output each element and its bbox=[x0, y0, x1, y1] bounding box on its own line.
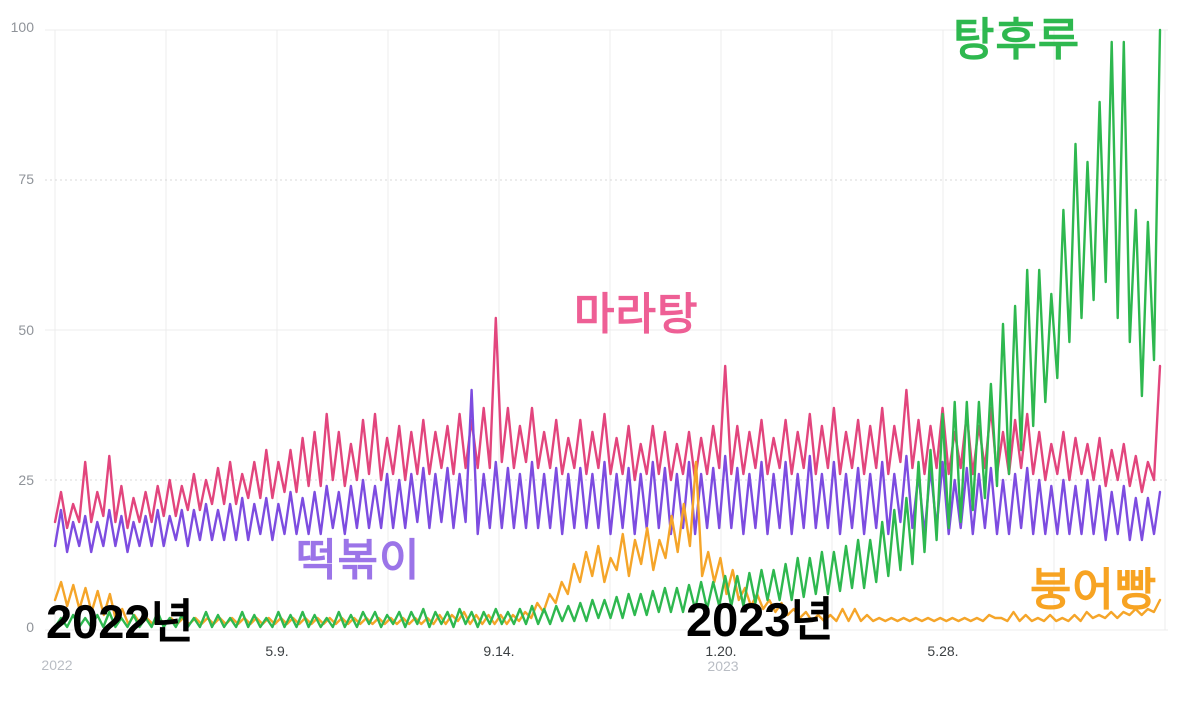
series-label-bungeoppang: 붕어빵 bbox=[1030, 564, 1158, 615]
y-axis-tick-75: 75 bbox=[18, 171, 34, 187]
y-axis-tick-25: 25 bbox=[18, 472, 34, 488]
y-axis-tick-0: 0 bbox=[26, 619, 34, 635]
x-axis-year-2023: 2023 bbox=[707, 658, 739, 674]
x-axis-tick-may28: 5.28. bbox=[927, 643, 959, 659]
series-label-tanghulu: 탕후루 bbox=[953, 14, 1081, 65]
year-overlay-2022: 2022년 bbox=[46, 595, 194, 648]
x-axis-year-2022: 2022 bbox=[41, 657, 73, 673]
x-axis-tick-sep14: 9.14. bbox=[483, 643, 515, 659]
year-overlay-2023: 2023년 bbox=[686, 593, 834, 646]
series-label-tteokbokki: 떡볶이 bbox=[296, 536, 421, 585]
x-axis-tick-jan20: 1.20. bbox=[705, 643, 737, 659]
series-label-malatang: 마라탕 bbox=[574, 290, 699, 339]
y-axis-tick-100: 100 bbox=[10, 19, 34, 35]
x-axis-tick-may9: 5.9. bbox=[265, 643, 289, 659]
trend-line-tanghulu[interactable] bbox=[53, 28, 1162, 629]
y-axis-tick-50: 50 bbox=[18, 322, 34, 338]
trend-line-bungeoppang[interactable] bbox=[53, 460, 1162, 626]
trend-line-tteokbokki[interactable] bbox=[53, 388, 1162, 554]
